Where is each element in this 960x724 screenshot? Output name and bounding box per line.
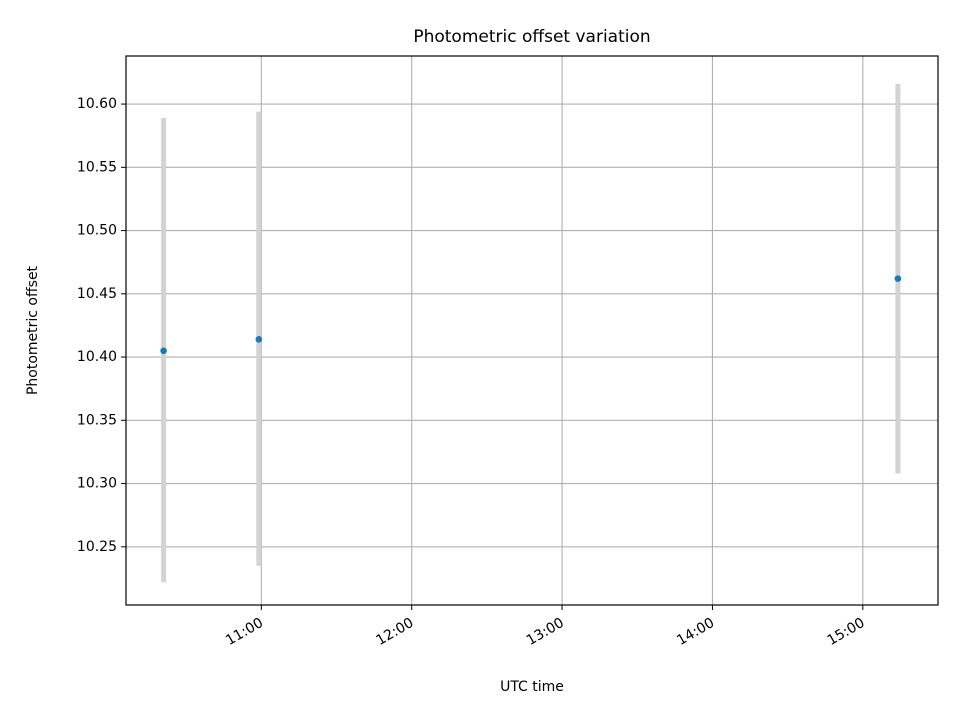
y-tick-label: 10.55 — [77, 159, 117, 175]
plot-frame — [125, 55, 939, 606]
y-tick-label: 10.45 — [77, 286, 117, 302]
marker-layer — [160, 275, 902, 355]
y-tick-label: 10.50 — [77, 223, 117, 239]
x-axis-label: UTC time — [500, 679, 564, 695]
data-point — [894, 275, 902, 282]
data-point — [255, 336, 263, 343]
chart-title: Photometric offset variation — [413, 27, 650, 47]
y-axis-label: Photometric offset — [25, 265, 41, 395]
grid-layer — [126, 56, 938, 605]
data-point — [160, 347, 167, 355]
y-tick-label: 10.30 — [77, 476, 117, 492]
y-tick-label: 10.60 — [77, 96, 117, 112]
y-tick-label: 10.25 — [77, 539, 117, 555]
y-tick-label: 10.40 — [77, 349, 117, 365]
y-tick-label: 10.35 — [77, 412, 117, 428]
